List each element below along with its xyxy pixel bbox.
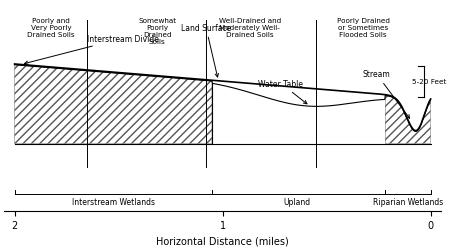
Text: Somewhat
Poorly
Drained
Soils: Somewhat Poorly Drained Soils bbox=[138, 18, 176, 45]
Text: Interstream Divide: Interstream Divide bbox=[25, 34, 159, 65]
Text: 5-20 Feet: 5-20 Feet bbox=[411, 79, 445, 85]
Text: Water Table: Water Table bbox=[258, 80, 306, 104]
Text: Poorly Drained
or Sometimes
Flooded Soils: Poorly Drained or Sometimes Flooded Soil… bbox=[336, 18, 389, 38]
Text: Interstream Wetlands: Interstream Wetlands bbox=[72, 197, 155, 206]
Text: Riparian Wetlands: Riparian Wetlands bbox=[372, 197, 442, 206]
Text: Upland: Upland bbox=[282, 197, 309, 206]
Text: Stream: Stream bbox=[362, 70, 409, 119]
Text: Land Surface: Land Surface bbox=[181, 24, 231, 78]
Text: Poorly and
Very Poorly
Drained Soils: Poorly and Very Poorly Drained Soils bbox=[27, 18, 75, 38]
Text: Well-Drained and
Moderately Well-
Drained Soils: Well-Drained and Moderately Well- Draine… bbox=[218, 18, 280, 38]
X-axis label: Horizontal Distance (miles): Horizontal Distance (miles) bbox=[156, 236, 288, 246]
